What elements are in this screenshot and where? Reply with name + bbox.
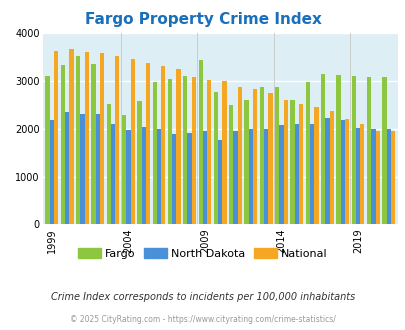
Bar [191,77,196,224]
Bar [54,51,58,224]
Bar [329,112,333,224]
Bar [320,74,324,224]
Bar [351,76,355,224]
Bar [335,75,340,224]
Bar [283,100,287,224]
Bar [207,81,211,224]
Bar [248,129,252,224]
Bar [161,66,165,224]
Bar [84,52,89,224]
Bar [172,134,176,224]
Bar [168,79,172,224]
Bar [222,81,226,224]
Bar [130,59,134,224]
Bar [91,64,95,224]
Bar [152,82,156,224]
Bar [198,60,202,224]
Bar [217,140,222,224]
Bar [382,77,386,224]
Bar [344,119,348,224]
Bar [213,92,217,224]
Bar [187,134,191,224]
Bar [290,100,294,224]
Bar [279,125,283,224]
Bar [375,131,379,224]
Bar [65,113,69,224]
Bar [355,128,359,224]
Bar [69,49,73,224]
Bar [244,100,248,224]
Text: Fargo Property Crime Index: Fargo Property Crime Index [84,12,321,26]
Bar [228,105,233,224]
Bar [76,56,80,224]
Bar [340,119,344,224]
Text: © 2025 CityRating.com - https://www.cityrating.com/crime-statistics/: © 2025 CityRating.com - https://www.city… [70,315,335,324]
Text: Crime Index corresponds to incidents per 100,000 inhabitants: Crime Index corresponds to incidents per… [51,292,354,302]
Bar [49,119,54,224]
Bar [298,104,303,224]
Bar [370,129,375,224]
Legend: Fargo, North Dakota, National: Fargo, North Dakota, National [74,244,331,263]
Bar [237,87,241,224]
Bar [386,129,390,224]
Bar [115,56,119,224]
Bar [61,65,65,224]
Bar [202,131,207,224]
Bar [100,52,104,224]
Bar [141,127,145,224]
Bar [80,115,84,224]
Bar [45,76,49,224]
Bar [145,63,150,224]
Bar [259,86,263,224]
Bar [156,129,161,224]
Bar [111,124,115,224]
Bar [263,129,268,224]
Bar [183,76,187,224]
Bar [107,104,111,224]
Bar [233,131,237,224]
Bar [313,107,318,224]
Bar [309,124,313,224]
Bar [366,77,370,224]
Bar [324,118,329,224]
Bar [126,130,130,224]
Bar [176,69,180,224]
Bar [268,93,272,224]
Bar [390,131,394,224]
Bar [122,115,126,224]
Bar [305,82,309,224]
Bar [359,124,364,224]
Bar [275,87,279,224]
Bar [294,124,298,224]
Bar [95,114,100,224]
Bar [137,101,141,224]
Bar [252,88,257,224]
